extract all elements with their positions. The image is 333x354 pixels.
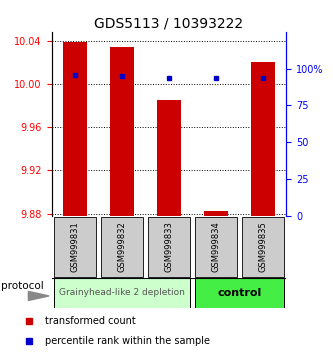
FancyBboxPatch shape [242, 217, 284, 277]
Text: GSM999831: GSM999831 [71, 222, 80, 272]
Bar [63, 42, 87, 216]
Title: GDS5113 / 10393222: GDS5113 / 10393222 [95, 17, 243, 31]
Polygon shape [28, 291, 49, 301]
FancyBboxPatch shape [148, 217, 190, 277]
Text: control: control [217, 288, 261, 298]
FancyBboxPatch shape [54, 217, 96, 277]
Text: GSM999835: GSM999835 [258, 222, 267, 272]
FancyBboxPatch shape [54, 279, 190, 308]
Bar [204, 211, 228, 216]
FancyBboxPatch shape [101, 217, 143, 277]
Bar [110, 47, 134, 216]
Text: GSM999833: GSM999833 [165, 222, 173, 272]
Text: percentile rank within the sample: percentile rank within the sample [45, 336, 210, 346]
Text: Grainyhead-like 2 depletion: Grainyhead-like 2 depletion [59, 289, 185, 297]
Bar [251, 62, 275, 216]
FancyBboxPatch shape [195, 217, 237, 277]
Text: GSM999832: GSM999832 [118, 222, 127, 272]
Bar [157, 100, 181, 216]
Text: transformed count: transformed count [45, 316, 136, 326]
Text: protocol: protocol [1, 281, 44, 291]
FancyBboxPatch shape [195, 279, 284, 308]
Text: GSM999834: GSM999834 [211, 222, 220, 272]
